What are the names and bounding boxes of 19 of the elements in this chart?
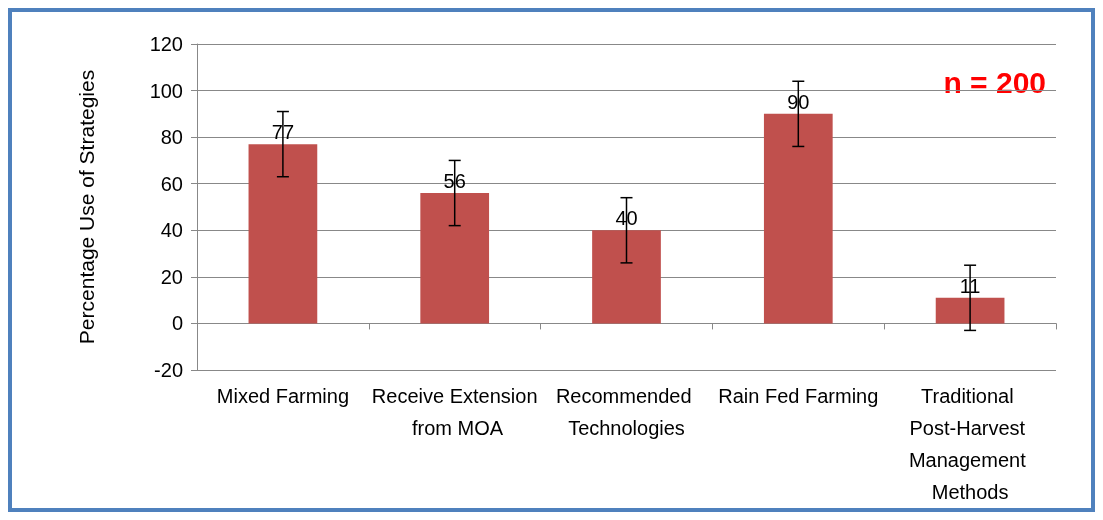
y-tick-label: 20	[160, 265, 183, 288]
x-tick-label: Mixed Farming	[216, 385, 350, 407]
bar	[420, 193, 490, 324]
y-tick-label: -20	[154, 359, 183, 381]
bar	[935, 297, 1005, 324]
y-tick-label: 120	[149, 33, 183, 55]
x-tick-label: Traditional Post-Harvest Management Methods	[908, 385, 1032, 503]
y-axis-title: Percentage Use of Strategies	[75, 69, 98, 345]
bar	[763, 113, 833, 324]
x-tick-label: Recommended Technologies	[555, 385, 698, 439]
y-tick-label: 40	[160, 219, 183, 242]
x-tick-label: Rain Fed Farming	[718, 385, 879, 407]
y-tick-label: 0	[171, 312, 183, 335]
y-tick-label: 100	[149, 79, 183, 102]
bar	[248, 144, 318, 324]
x-tick-label: Receive Extension from MOA	[371, 385, 538, 439]
y-tick-label: 80	[160, 126, 183, 149]
bar	[592, 230, 661, 324]
y-tick-label: 60	[160, 172, 183, 195]
